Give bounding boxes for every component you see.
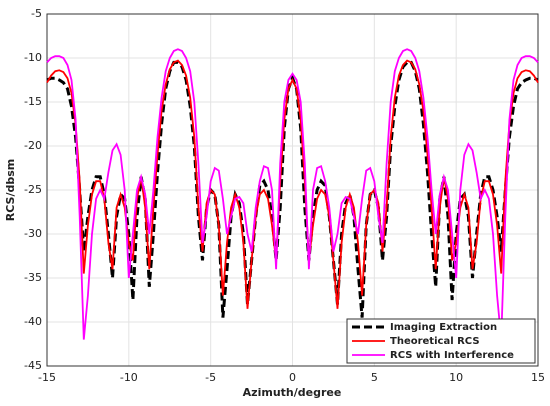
y-tick-label: -25	[24, 183, 42, 196]
series-line	[46, 48, 539, 340]
y-tick-label: -30	[24, 227, 42, 240]
legend-label: RCS with Interference	[390, 350, 514, 361]
x-tick-label: 5	[371, 371, 378, 384]
y-tick-label: -45	[24, 359, 42, 372]
x-tick-label: 15	[531, 371, 545, 384]
legend-label: Theoretical RCS	[390, 336, 480, 347]
x-tick-label: -5	[205, 371, 216, 384]
plot-frame	[46, 13, 539, 367]
x-tick-label: -10	[120, 371, 138, 384]
y-tick-label: -10	[24, 51, 42, 64]
series-line	[46, 59, 539, 309]
x-tick-label: 10	[449, 371, 463, 384]
y-tick-label: -35	[24, 271, 42, 284]
y-tick-label: -5	[31, 7, 42, 20]
y-tick-label: -20	[24, 139, 42, 152]
x-tick-label: 0	[289, 371, 296, 384]
y-axis-label: RCS/dbsm	[4, 159, 17, 221]
x-axis-label: Azimuth/degree	[243, 386, 342, 399]
y-tick-label: -15	[24, 95, 42, 108]
y-tick-label: -40	[24, 315, 42, 328]
legend-label: Imaging Extraction	[390, 322, 497, 333]
x-tick-label: -15	[38, 371, 56, 384]
